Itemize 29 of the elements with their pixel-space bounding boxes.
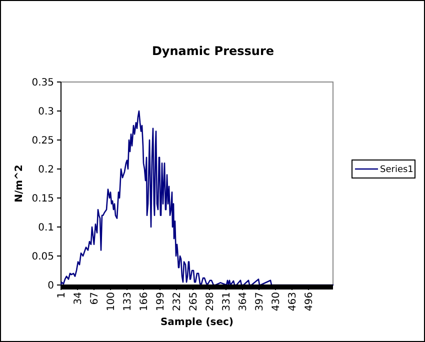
x-tick-label: 331 <box>222 292 232 312</box>
x-tick-label: 34 <box>73 292 84 305</box>
x-tick-label: 1 <box>56 292 68 298</box>
y-tick-label: 0.3 <box>38 106 54 118</box>
x-axis-title: Sample (sec) <box>160 317 234 328</box>
x-tick-label: 496 <box>304 292 315 312</box>
chart-title: Dynamic Pressure <box>152 44 274 58</box>
y-tick-label: 0.35 <box>32 78 54 88</box>
x-tick-label: 100 <box>106 292 117 312</box>
y-tick-label: 0.25 <box>32 136 54 146</box>
x-tick-label: 265 <box>188 292 200 312</box>
x-tick-label: 133 <box>122 292 134 312</box>
x-tick-label: 463 <box>288 292 298 312</box>
x-tick-label: 232 <box>172 292 183 312</box>
x-tick-label: 67 <box>90 292 100 305</box>
y-tick-label: 0.15 <box>32 194 54 204</box>
y-tick-label: 0.2 <box>38 164 54 176</box>
y-tick-label: 0 <box>48 280 54 292</box>
y-axis-title: N/m^2 <box>14 164 25 202</box>
x-tick-label: 166 <box>139 292 150 312</box>
x-tick-label: 430 <box>271 292 282 312</box>
line-series <box>60 110 334 286</box>
x-tick-label: 199 <box>156 292 166 312</box>
y-tick-label: 0.1 <box>38 222 54 234</box>
x-tick-label: 298 <box>205 292 216 312</box>
x-tick-label: 364 <box>238 292 249 312</box>
legend-label: Series1 <box>380 165 414 176</box>
x-tick-label: 397 <box>254 292 266 312</box>
y-tick-label: 0.05 <box>32 252 54 262</box>
